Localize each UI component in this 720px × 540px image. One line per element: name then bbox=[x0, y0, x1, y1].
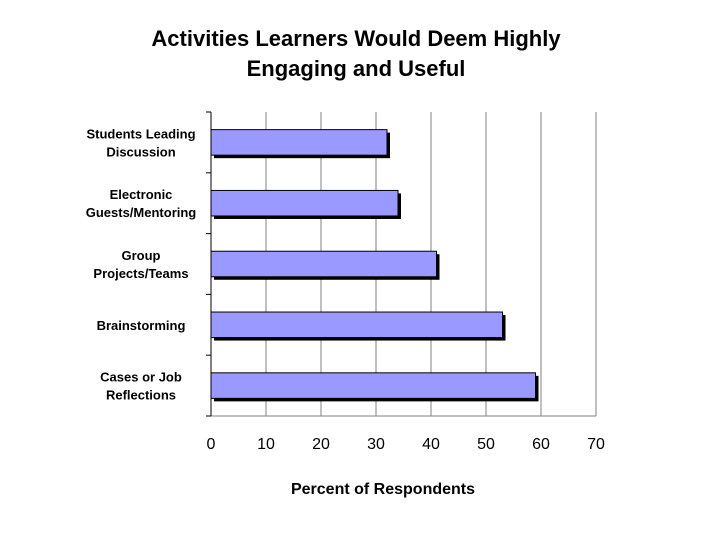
category-label: Students Leading Discussion bbox=[86, 126, 195, 159]
bar bbox=[210, 189, 399, 217]
category-label-line: Projects/Teams bbox=[93, 266, 188, 281]
category-label-line: Brainstorming bbox=[97, 318, 186, 333]
bar bbox=[210, 129, 388, 156]
bar bbox=[210, 372, 536, 399]
x-tick-label: 0 bbox=[207, 436, 216, 453]
chart-title-line-1: Activities Learners Would Deem Highly bbox=[151, 26, 561, 51]
x-tick-label: 30 bbox=[367, 436, 385, 453]
category-label-line: Reflections bbox=[106, 388, 176, 403]
chart-title: Activities Learners Would Deem Highly En… bbox=[0, 24, 712, 84]
category-label-line: Discussion bbox=[106, 144, 175, 159]
x-tick-label: 20 bbox=[312, 436, 330, 453]
bar bbox=[210, 311, 503, 339]
category-label-line: Cases or Job bbox=[100, 370, 182, 385]
x-tick-label: 10 bbox=[257, 436, 275, 453]
x-tick-label: 60 bbox=[532, 436, 550, 453]
x-tick-label: 50 bbox=[477, 436, 495, 453]
category-label: Cases or Job Reflections bbox=[100, 370, 182, 403]
x-tick-label: 40 bbox=[422, 436, 440, 453]
category-label-line: Guests/Mentoring bbox=[86, 205, 197, 220]
category-label-line: Students Leading bbox=[86, 126, 195, 141]
bar bbox=[210, 250, 437, 278]
category-label: Group Projects/Teams bbox=[93, 248, 188, 281]
category-label-line: Electronic bbox=[110, 187, 173, 202]
category-label-line: Group bbox=[122, 248, 161, 263]
x-axis-label: Percent of Respondents bbox=[290, 481, 476, 498]
category-label: Electronic Guests/Mentoring bbox=[86, 187, 197, 220]
x-tick-label: 70 bbox=[587, 436, 605, 453]
chart-title-line-2: Engaging and Useful bbox=[246, 56, 466, 81]
category-label: Brainstorming bbox=[97, 318, 186, 333]
